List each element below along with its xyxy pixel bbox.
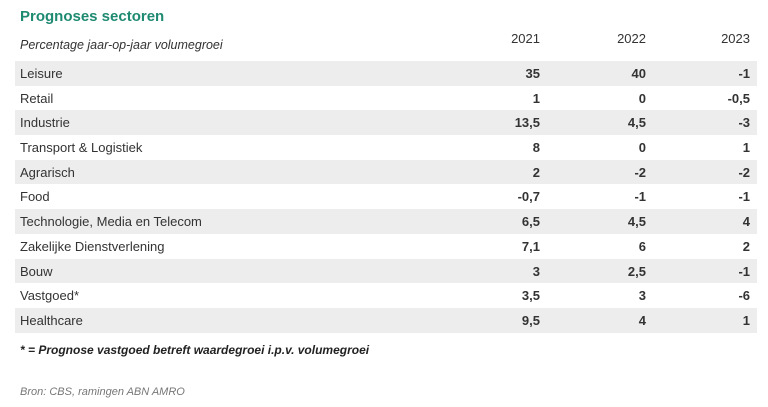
value-2021: 9,5 — [521, 312, 540, 328]
table-row: Technologie, Media en Telecom 6,5 4,5 4 — [15, 209, 757, 234]
value-2023: 2 — [742, 238, 750, 254]
value-2022: 6 — [638, 238, 646, 254]
column-header-2021: 2021 — [511, 31, 540, 46]
footnote: * = Prognose vastgoed betreft waardegroe… — [20, 343, 370, 357]
table-row: Food -0,7 -1 -1 — [15, 184, 757, 209]
sector-name: Vastgoed* — [20, 288, 80, 304]
value-2021: 8 — [532, 140, 540, 156]
table-title: Prognoses sectoren — [20, 8, 165, 25]
value-2023: -1 — [738, 66, 750, 81]
value-2021: 2 — [532, 164, 540, 180]
sector-name: Retail — [20, 90, 54, 106]
sector-name: Bouw — [20, 263, 53, 279]
value-2023: 1 — [742, 140, 750, 156]
table-row: Vastgoed* 3,5 3 -6 — [15, 283, 757, 308]
sector-name: Food — [20, 189, 50, 205]
source-note: Bron: CBS, ramingen ABN AMRO — [20, 386, 185, 398]
value-2023: -3 — [738, 115, 750, 131]
value-2021: 3 — [532, 263, 540, 279]
column-header-2023: 2023 — [721, 31, 750, 46]
table-body: Leisure 35 40 -1 Retail 1 0 -0,5 Industr… — [15, 61, 757, 333]
value-2021: -0,7 — [517, 189, 540, 205]
value-2023: -1 — [738, 263, 750, 279]
value-2021: 6,5 — [521, 214, 540, 230]
table-row: Retail 1 0 -0,5 — [15, 86, 757, 111]
sector-name: Technologie, Media en Telecom — [20, 214, 202, 230]
value-2022: 3 — [638, 288, 646, 304]
value-2022: 40 — [631, 66, 646, 81]
column-header-2022: 2022 — [617, 31, 646, 46]
value-2022: 4,5 — [627, 115, 646, 131]
sector-name: Transport & Logistiek — [20, 140, 143, 156]
value-2022: -1 — [634, 189, 646, 205]
value-2022: 2,5 — [627, 263, 646, 279]
value-2021: 35 — [525, 66, 540, 81]
value-2021: 13,5 — [514, 115, 540, 131]
table-row: Zakelijke Dienstverlening 7,1 6 2 — [15, 234, 757, 259]
value-2022: 0 — [638, 90, 646, 106]
table-row: Agrarisch 2 -2 -2 — [15, 159, 757, 185]
table-row: Leisure 35 40 -1 — [15, 61, 757, 86]
sector-name: Agrarisch — [20, 164, 75, 180]
sector-name: Industrie — [20, 115, 70, 131]
value-2022: 0 — [638, 140, 646, 156]
value-2022: 4 — [638, 312, 646, 328]
value-2023: 4 — [742, 214, 750, 230]
table-row: Healthcare 9,5 4 1 — [15, 307, 757, 333]
value-2021: 3,5 — [521, 288, 540, 304]
table-row: Transport & Logistiek 8 0 1 — [15, 135, 757, 160]
table-row: Industrie 13,5 4,5 -3 — [15, 110, 757, 136]
sector-name: Leisure — [20, 66, 63, 81]
sector-name: Healthcare — [20, 312, 83, 328]
sector-name: Zakelijke Dienstverlening — [20, 238, 165, 254]
value-2022: 4,5 — [627, 214, 646, 230]
value-2023: -2 — [738, 164, 750, 180]
value-2023: -1 — [738, 189, 750, 205]
table-row: Bouw 3 2,5 -1 — [15, 258, 757, 284]
value-2023: -6 — [738, 288, 750, 304]
value-2021: 7,1 — [521, 238, 540, 254]
table-subtitle: Percentage jaar-op-jaar volumegroei — [20, 38, 223, 52]
value-2023: -0,5 — [727, 90, 750, 106]
value-2021: 1 — [532, 90, 540, 106]
value-2023: 1 — [742, 312, 750, 328]
value-2022: -2 — [634, 164, 646, 180]
